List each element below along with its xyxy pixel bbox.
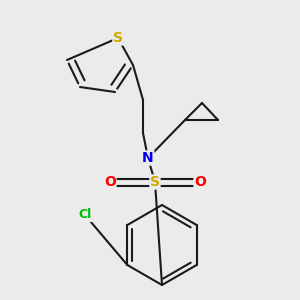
Text: O: O [194,175,206,189]
Text: N: N [142,151,154,165]
Text: S: S [113,31,123,45]
Text: S: S [150,175,160,189]
Text: Cl: Cl [78,208,92,221]
Text: O: O [104,175,116,189]
